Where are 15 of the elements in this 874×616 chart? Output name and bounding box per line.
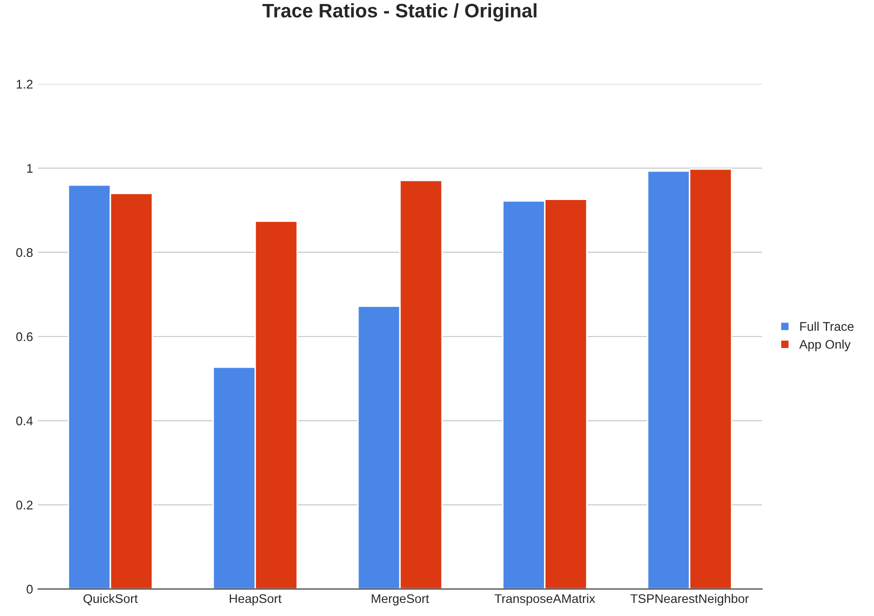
y-tick-label: 0.8 <box>16 248 33 257</box>
y-tick-label: 1.2 <box>16 80 33 89</box>
y-tick-label: 0.4 <box>16 416 33 426</box>
x-tick-label: MergeSort <box>372 594 430 606</box>
y-tick-label: 0.2 <box>16 500 33 510</box>
x-tick-label: HeapSort <box>230 594 282 606</box>
legend-label: App Only <box>799 340 851 352</box>
y-tick-label: 0.6 <box>16 332 33 342</box>
x-tick-label: TSPNearestNeighbor <box>630 594 749 606</box>
x-tick-label: QuickSort <box>84 594 138 606</box>
chart-title: Trace Ratios - Static / Original <box>262 3 536 22</box>
legend-label: Full Trace <box>800 322 854 331</box>
x-tick-label: TransposeAMatrix <box>494 594 596 606</box>
y-tick-label: 0 <box>26 584 33 594</box>
y-tick-label: 1 <box>27 164 33 173</box>
